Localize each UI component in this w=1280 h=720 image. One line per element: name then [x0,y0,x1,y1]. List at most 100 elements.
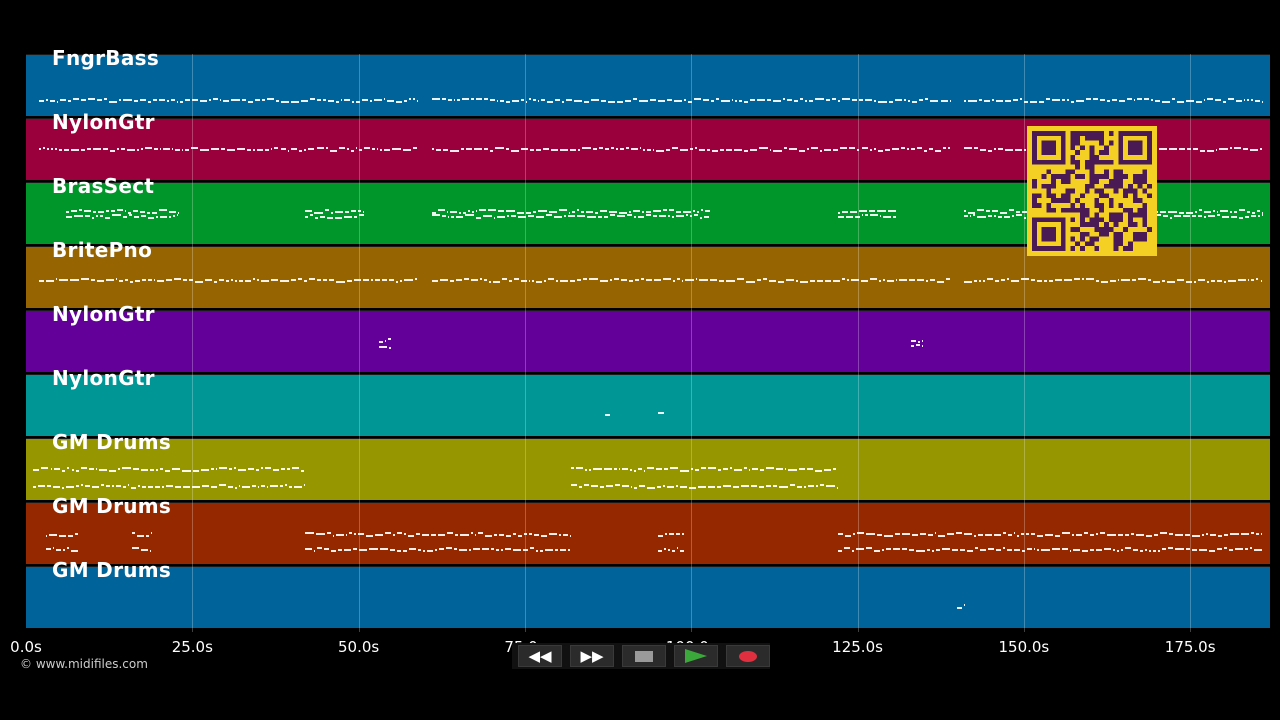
note [396,532,402,534]
note [123,99,132,101]
note [749,99,756,101]
note [1260,148,1263,150]
gridline [358,54,360,632]
note [1168,211,1177,213]
stop-button[interactable] [622,645,666,667]
note [831,98,836,100]
note [1214,99,1221,101]
note [1228,98,1234,100]
track-lane: NylonGtr [26,366,1270,436]
note [734,469,743,471]
note [869,278,877,280]
note [242,486,250,488]
note [46,485,51,487]
note [592,468,602,470]
note [292,467,299,469]
note [258,486,260,488]
note [462,98,470,100]
note [943,147,947,149]
time-tick: 150.0s [998,638,1050,656]
note [160,148,162,150]
note [825,485,835,487]
note [645,279,652,281]
note [614,484,620,486]
note [789,148,797,150]
note [639,100,648,102]
note [1233,147,1241,149]
note [280,101,289,103]
note [568,549,571,551]
track-label: GM Drums [52,430,172,454]
note [493,281,501,283]
note [1143,98,1150,100]
note [182,486,191,488]
note [496,549,499,551]
rewind-button[interactable]: ◀◀ [518,645,562,667]
note [110,150,116,152]
note [1052,99,1061,101]
record-button[interactable] [726,645,770,667]
note [505,548,511,550]
note [856,548,865,550]
note [362,99,368,101]
note [938,535,945,537]
note [84,215,90,217]
note [1003,532,1007,534]
note [631,148,638,150]
note [820,150,822,152]
note [1185,548,1190,550]
note [322,279,327,281]
note [720,149,725,151]
note [88,98,95,100]
note [531,280,534,282]
note [1205,533,1209,535]
note [378,346,387,348]
note [252,278,255,280]
note [169,216,171,218]
note [921,340,924,342]
note [133,210,138,212]
note [106,210,110,212]
note [733,486,740,488]
note [1015,211,1021,213]
note [935,532,937,534]
note [324,209,330,211]
note [1014,149,1023,151]
note [124,210,127,212]
qr-code-icon [1027,126,1157,256]
note [639,147,642,149]
note [199,100,207,102]
note [192,470,199,472]
note [525,101,528,103]
note [1090,549,1095,551]
note [1006,549,1013,551]
track-label: NylonGtr [52,302,155,326]
note [471,279,478,281]
note [806,148,809,150]
note [769,280,776,282]
note [247,468,255,470]
note [1178,148,1185,150]
note [691,468,694,470]
track-label: NylonGtr [52,366,155,390]
note [528,215,535,217]
note [144,147,152,149]
note [128,212,132,214]
note [840,147,847,149]
play-button[interactable] [674,645,718,667]
note [535,281,542,283]
note [40,467,49,469]
note [221,148,225,150]
fast-forward-button[interactable]: ▶▶ [570,645,614,667]
note [351,101,354,103]
note [1186,148,1192,150]
note [743,150,749,152]
note [172,215,175,217]
note [280,280,289,282]
note [948,147,950,149]
note [280,148,286,150]
note [879,215,882,217]
note [46,148,49,150]
note [353,216,357,218]
note [58,149,62,151]
